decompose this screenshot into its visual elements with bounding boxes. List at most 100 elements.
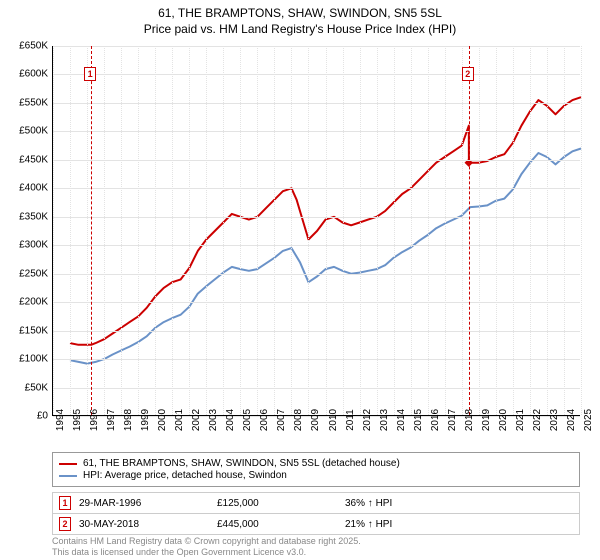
x-axis-label: 2016 <box>430 409 441 431</box>
x-axis-label: 2012 <box>362 409 373 431</box>
plot-area <box>52 46 580 416</box>
x-axis-label: 1997 <box>106 409 117 431</box>
y-axis-label: £550K <box>4 97 48 108</box>
transaction-price: £445,000 <box>217 519 337 530</box>
title-line-1: 61, THE BRAMPTONS, SHAW, SWINDON, SN5 5S… <box>0 6 600 22</box>
legend-label: HPI: Average price, detached house, Swin… <box>83 470 287 481</box>
attribution-line-2: This data is licensed under the Open Gov… <box>52 547 361 558</box>
x-axis-label: 2017 <box>447 409 458 431</box>
gridline-v <box>445 46 446 415</box>
gridline-h <box>53 359 580 360</box>
x-axis-label: 2019 <box>481 409 492 431</box>
legend-item: HPI: Average price, detached house, Swin… <box>59 470 573 481</box>
legend: 61, THE BRAMPTONS, SHAW, SWINDON, SN5 5S… <box>52 452 580 487</box>
transaction-row: 230-MAY-2018£445,00021% ↑ HPI <box>52 514 580 535</box>
gridline-v <box>326 46 327 415</box>
gridline-h <box>53 331 580 332</box>
gridline-v <box>581 46 582 415</box>
gridline-h <box>53 103 580 104</box>
gridline-v <box>343 46 344 415</box>
gridline-v <box>70 46 71 415</box>
x-axis-label: 2020 <box>498 409 509 431</box>
legend-item: 61, THE BRAMPTONS, SHAW, SWINDON, SN5 5S… <box>59 458 573 469</box>
gridline-v <box>360 46 361 415</box>
x-axis-label: 1999 <box>140 409 151 431</box>
gridline-h <box>53 302 580 303</box>
x-axis-label: 2002 <box>191 409 202 431</box>
transaction-row: 129-MAR-1996£125,00036% ↑ HPI <box>52 492 580 514</box>
chart-container: 61, THE BRAMPTONS, SHAW, SWINDON, SN5 5S… <box>0 0 600 560</box>
x-axis-label: 2021 <box>515 409 526 431</box>
gridline-v <box>462 46 463 415</box>
y-axis-label: £250K <box>4 268 48 279</box>
y-axis-label: £500K <box>4 126 48 137</box>
gridline-v <box>394 46 395 415</box>
gridline-v <box>308 46 309 415</box>
x-axis-label: 2009 <box>310 409 321 431</box>
gridline-v <box>155 46 156 415</box>
y-axis-label: £350K <box>4 211 48 222</box>
attribution-line-1: Contains HM Land Registry data © Crown c… <box>52 536 361 547</box>
x-axis-label: 2014 <box>396 409 407 431</box>
gridline-v <box>479 46 480 415</box>
x-axis-label: 2023 <box>549 409 560 431</box>
gridline-v <box>496 46 497 415</box>
x-axis-label: 2004 <box>225 409 236 431</box>
x-axis-label: 2011 <box>345 409 356 431</box>
gridline-v <box>53 46 54 415</box>
y-axis-label: £50K <box>4 382 48 393</box>
y-axis-label: £200K <box>4 297 48 308</box>
gridline-h <box>53 131 580 132</box>
gridline-v <box>291 46 292 415</box>
gridline-v <box>206 46 207 415</box>
y-axis-label: £100K <box>4 354 48 365</box>
transaction-marker: 2 <box>59 517 71 531</box>
gridline-v <box>411 46 412 415</box>
x-axis-label: 2015 <box>413 409 424 431</box>
marker-vline <box>91 46 92 415</box>
gridline-h <box>53 217 580 218</box>
gridline-v <box>87 46 88 415</box>
gridline-v <box>428 46 429 415</box>
gridline-h <box>53 388 580 389</box>
x-axis-label: 2024 <box>566 409 577 431</box>
y-axis-label: £150K <box>4 325 48 336</box>
x-axis-label: 2001 <box>174 409 185 431</box>
gridline-h <box>53 160 580 161</box>
gridline-v <box>223 46 224 415</box>
y-axis-label: £0 <box>4 411 48 422</box>
gridline-v <box>172 46 173 415</box>
y-axis-label: £650K <box>4 41 48 52</box>
x-axis-label: 1998 <box>123 409 134 431</box>
gridline-h <box>53 74 580 75</box>
x-axis-label: 2007 <box>276 409 287 431</box>
x-axis-label: 2025 <box>583 409 594 431</box>
x-axis-label: 2005 <box>242 409 253 431</box>
gridline-v <box>189 46 190 415</box>
gridline-h <box>53 46 580 47</box>
y-axis-label: £400K <box>4 183 48 194</box>
x-axis-label: 2008 <box>293 409 304 431</box>
y-axis-label: £600K <box>4 69 48 80</box>
x-axis-label: 2010 <box>328 409 339 431</box>
gridline-v <box>121 46 122 415</box>
x-axis-label: 1995 <box>72 409 83 431</box>
marker-vline <box>469 46 470 415</box>
legend-swatch <box>59 463 77 465</box>
gridline-v <box>564 46 565 415</box>
y-axis-label: £450K <box>4 154 48 165</box>
x-axis-label: 1994 <box>55 409 66 431</box>
transaction-date: 30-MAY-2018 <box>79 519 209 530</box>
title-line-2: Price paid vs. HM Land Registry's House … <box>0 22 600 38</box>
gridline-v <box>377 46 378 415</box>
transaction-date: 29-MAR-1996 <box>79 498 209 509</box>
x-axis-label: 2006 <box>259 409 270 431</box>
gridline-v <box>240 46 241 415</box>
gridline-v <box>104 46 105 415</box>
gridline-v <box>274 46 275 415</box>
marker-box: 2 <box>462 67 474 81</box>
transaction-marker: 1 <box>59 496 71 510</box>
legend-label: 61, THE BRAMPTONS, SHAW, SWINDON, SN5 5S… <box>83 458 400 469</box>
x-axis-label: 2013 <box>379 409 390 431</box>
marker-box: 1 <box>84 67 96 81</box>
